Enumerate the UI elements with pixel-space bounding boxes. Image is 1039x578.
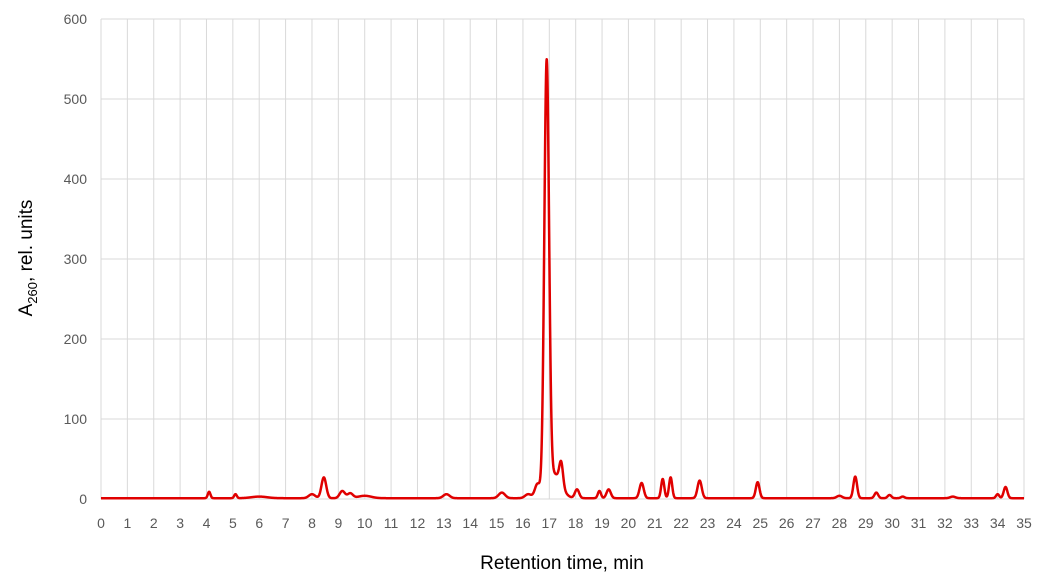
x-tick-label-24: 24 — [726, 515, 742, 531]
x-tick-label-18: 18 — [568, 515, 584, 531]
x-tick-label-23: 23 — [700, 515, 716, 531]
y-axis-title-subscript: 260 — [25, 282, 40, 304]
x-tick-label-16: 16 — [515, 515, 531, 531]
y-axis-title: A260, rel. units — [16, 200, 40, 317]
x-tick-label-32: 32 — [937, 515, 953, 531]
x-tick-label-22: 22 — [673, 515, 689, 531]
x-tick-label-9: 9 — [334, 515, 342, 531]
x-tick-label-13: 13 — [436, 515, 452, 531]
x-tick-label-19: 19 — [594, 515, 610, 531]
x-tick-label-28: 28 — [832, 515, 848, 531]
x-tick-label-25: 25 — [752, 515, 768, 531]
x-tick-label-34: 34 — [990, 515, 1006, 531]
x-tick-label-30: 30 — [884, 515, 900, 531]
x-tick-label-10: 10 — [357, 515, 373, 531]
x-tick-label-26: 26 — [779, 515, 795, 531]
x-tick-label-5: 5 — [229, 515, 237, 531]
x-tick-label-8: 8 — [308, 515, 316, 531]
y-axis-title-prefix: A — [16, 303, 37, 316]
y-tick-labels: 0 100 200 300 400 500 600 — [64, 11, 88, 507]
x-tick-label-21: 21 — [647, 515, 663, 531]
y-tick-label-2: 200 — [64, 331, 88, 347]
x-tick-label-4: 4 — [203, 515, 211, 531]
x-tick-label-20: 20 — [621, 515, 637, 531]
y-tick-label-6: 600 — [64, 11, 88, 27]
y-tick-label-0: 0 — [79, 491, 87, 507]
x-tick-labels: 0 1 2 3 4 5 6 7 8 9 10 11 12 13 14 15 16 17 18 19 20 21 22 23 24… — [97, 515, 1032, 531]
y-axis-title-suffix: , rel. units — [16, 200, 37, 282]
x-tick-label-14: 14 — [462, 515, 478, 531]
x-tick-label-12: 12 — [410, 515, 426, 531]
x-tick-label-11: 11 — [384, 515, 399, 531]
series-group — [99, 58, 1026, 500]
x-tick-label-27: 27 — [805, 515, 821, 531]
gridlines — [100, 18, 1025, 500]
x-tick-label-1: 1 — [123, 515, 131, 531]
x-tick-label-17: 17 — [542, 515, 558, 531]
y-tick-label-4: 400 — [64, 171, 88, 187]
series-line-0 — [99, 58, 1026, 500]
x-tick-label-0: 0 — [97, 515, 105, 531]
x-tick-label-6: 6 — [255, 515, 263, 531]
y-tick-label-3: 300 — [64, 251, 88, 267]
x-tick-label-35: 35 — [1016, 515, 1032, 531]
x-tick-label-31: 31 — [911, 515, 927, 531]
x-tick-label-33: 33 — [963, 515, 979, 531]
y-tick-label-5: 500 — [64, 91, 88, 107]
x-tick-label-7: 7 — [282, 515, 290, 531]
x-tick-label-2: 2 — [150, 515, 158, 531]
x-tick-label-29: 29 — [858, 515, 874, 531]
y-tick-label-1: 100 — [64, 411, 88, 427]
x-axis-title: Retention time, min — [480, 553, 644, 574]
x-tick-label-15: 15 — [489, 515, 505, 531]
x-tick-label-3: 3 — [176, 515, 184, 531]
